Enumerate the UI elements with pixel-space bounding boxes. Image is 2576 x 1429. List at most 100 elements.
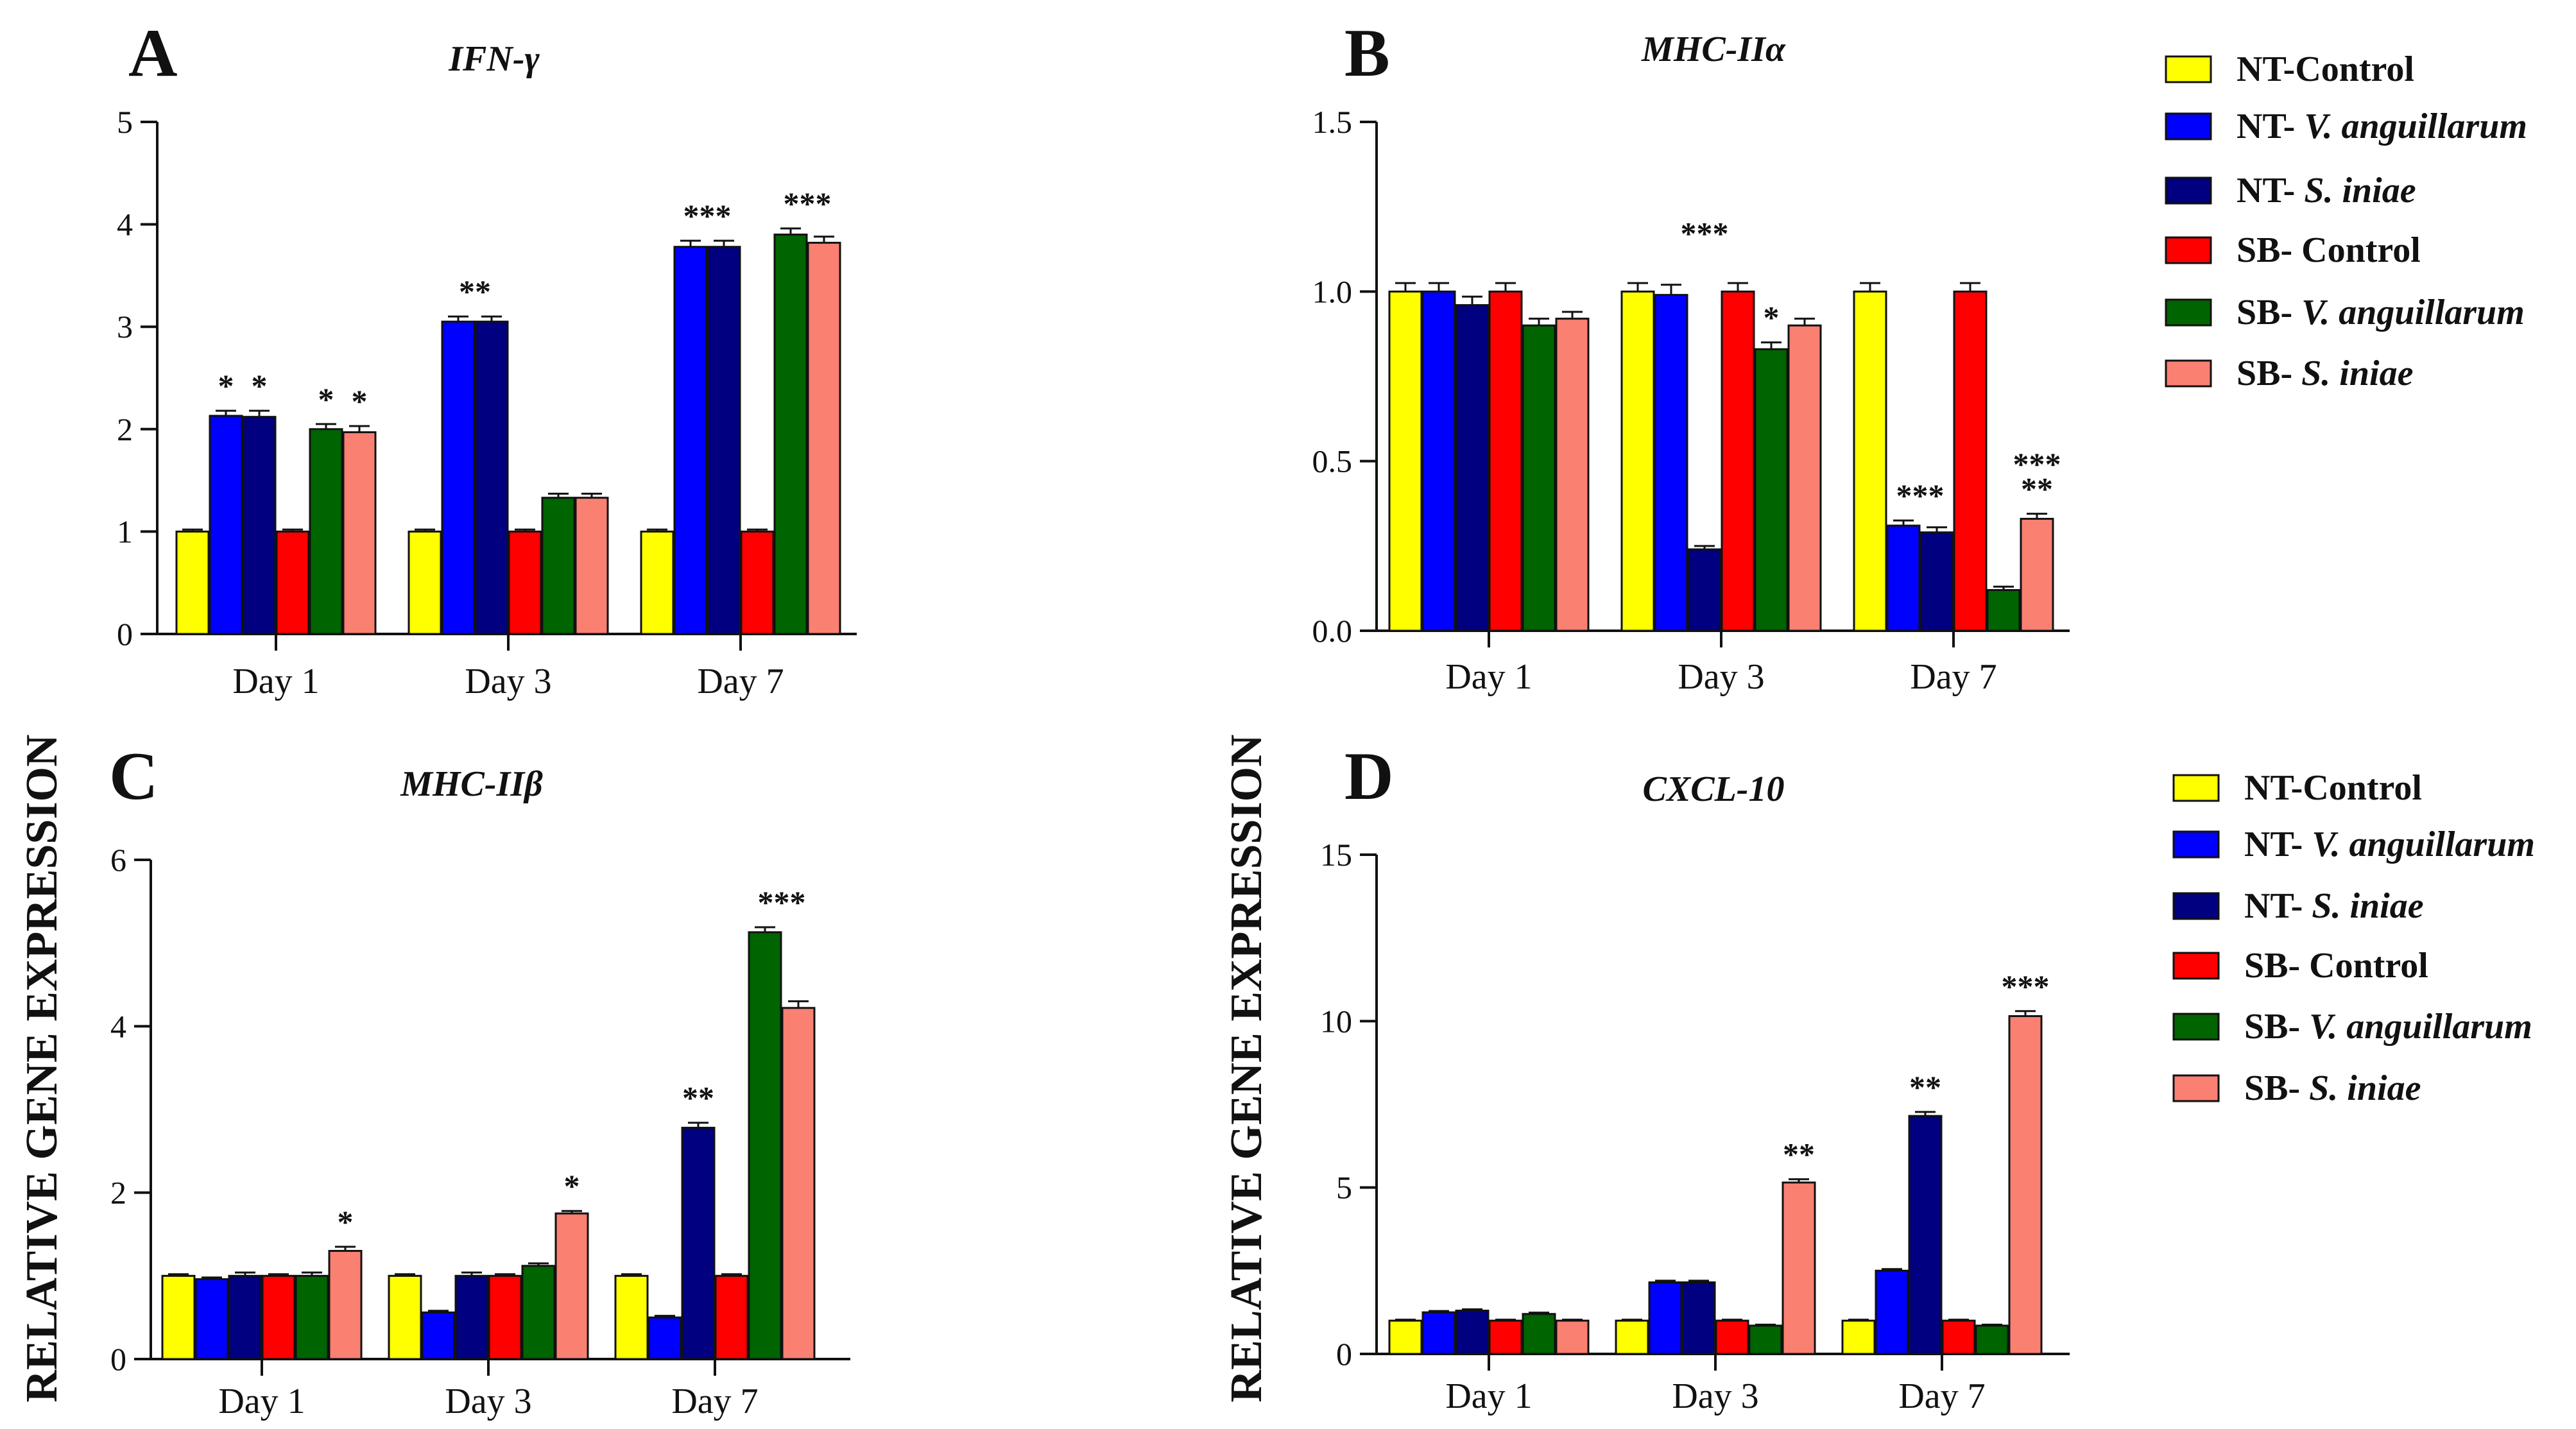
bar — [681, 1127, 716, 1360]
bar — [454, 1274, 489, 1360]
legend-swatch — [2172, 952, 2220, 980]
legend-prefix: NT- — [2237, 107, 2304, 146]
legend-label: NT- S. iniae — [2244, 886, 2424, 926]
y-tick-label: 1.5 — [1312, 104, 1353, 140]
legend-prefix: SB- — [2244, 946, 2309, 986]
significance-marker: *** — [683, 198, 732, 234]
significance-marker: ** — [682, 1080, 714, 1116]
legend-label: SB- V. anguillarum — [2237, 293, 2525, 332]
bar — [714, 1274, 749, 1360]
legend-series-name: Control — [2295, 49, 2414, 89]
bar — [1886, 524, 1921, 632]
significance-marker: * — [564, 1168, 580, 1204]
bar — [1654, 294, 1688, 632]
bar — [1787, 324, 1822, 632]
x-tick-label: Day 3 — [1672, 1376, 1758, 1416]
legend-series-name: Control — [2301, 230, 2421, 270]
y-axis-label-right: RELATIVE GENE EXPRESSION — [1222, 734, 1271, 1402]
bar — [1620, 290, 1655, 632]
legend-prefix: NT- — [2237, 171, 2304, 210]
y-tick-label: 3 — [117, 309, 133, 345]
x-tick-label: Day 1 — [1445, 657, 1532, 697]
x-tick-label: Day 3 — [1678, 657, 1764, 697]
panel-title: MHC-IIα — [1641, 30, 1786, 69]
bar — [1488, 1319, 1523, 1355]
bar — [275, 530, 310, 635]
legend-label: NT-Control — [2244, 768, 2422, 808]
significance-marker: * — [1764, 300, 1780, 336]
legend-label: SB- Control — [2244, 946, 2428, 986]
bar — [807, 241, 841, 635]
legend-swatch — [2172, 1074, 2220, 1102]
legend-swatch — [2165, 298, 2212, 327]
legend-prefix: NT- — [2244, 886, 2312, 926]
bar — [175, 530, 210, 635]
significance-marker: ** — [2021, 471, 2053, 507]
y-tick-label: 10 — [1320, 1003, 1352, 1039]
bar — [408, 530, 442, 635]
legend-prefix: SB- — [2237, 293, 2301, 332]
legend-prefix: SB- — [2237, 354, 2301, 393]
legend-swatch — [2172, 830, 2220, 859]
significance-marker: *** — [784, 185, 832, 221]
significance-marker: ** — [1909, 1069, 1941, 1105]
bar — [209, 415, 243, 635]
bar — [648, 1316, 682, 1360]
bar — [614, 1274, 649, 1360]
y-tick-label: 0.5 — [1312, 443, 1353, 479]
legend-label: SB- S. iniae — [2244, 1068, 2421, 1108]
y-tick-label: 0 — [1336, 1336, 1352, 1372]
y-tick-label: 4 — [110, 1008, 126, 1044]
y-tick-label: 1 — [117, 513, 133, 549]
legend-label: NT-Control — [2237, 49, 2414, 89]
legend-prefix: NT- — [2244, 825, 2312, 864]
x-tick-label: Day 7 — [697, 662, 784, 701]
panel-letter: C — [109, 739, 159, 814]
panel-title: MHC-IIβ — [400, 764, 543, 804]
bar — [161, 1274, 196, 1360]
x-tick-label: Day 1 — [218, 1382, 305, 1421]
legend-prefix: SB- — [2237, 230, 2301, 270]
bar — [328, 1249, 363, 1360]
bar — [421, 1311, 456, 1360]
x-tick-label: Day 3 — [465, 662, 551, 701]
significance-marker: *** — [758, 884, 806, 920]
legend-series-name: V. anguillarum — [2304, 107, 2527, 146]
bar — [309, 428, 343, 635]
legend-series-name: S. iniae — [2304, 171, 2416, 210]
panel-letter: D — [1344, 739, 1394, 814]
bar — [1421, 290, 1456, 632]
y-tick-label: 5 — [1336, 1170, 1352, 1206]
bar — [388, 1274, 422, 1360]
y-tick-label: 6 — [110, 842, 126, 878]
bar — [673, 246, 708, 635]
legend-series-name: S. iniae — [2312, 886, 2423, 926]
significance-marker: *** — [2002, 968, 2050, 1004]
legend-series-name: V. anguillarum — [2312, 825, 2535, 864]
bar — [1455, 304, 1490, 632]
y-tick-label: 5 — [117, 104, 133, 140]
significance-marker: *** — [1896, 477, 1945, 513]
legend-prefix: SB- — [2244, 1068, 2309, 1108]
legend-series-name: S. iniae — [2301, 354, 2413, 393]
bar — [1715, 1319, 1749, 1355]
bar — [1388, 290, 1423, 632]
significance-marker: ** — [459, 273, 491, 309]
bar — [1421, 1311, 1456, 1355]
bar — [2020, 518, 2054, 632]
panel-title: CXCL-10 — [1643, 769, 1785, 809]
bar — [1754, 348, 1789, 632]
y-tick-label: 4 — [117, 207, 133, 243]
bar — [508, 530, 542, 635]
bar — [228, 1274, 262, 1360]
bar — [2008, 1015, 2043, 1355]
bar — [541, 497, 576, 635]
legend-prefix: NT- — [2244, 768, 2303, 808]
bar — [1908, 1115, 1943, 1355]
bar — [194, 1278, 229, 1360]
